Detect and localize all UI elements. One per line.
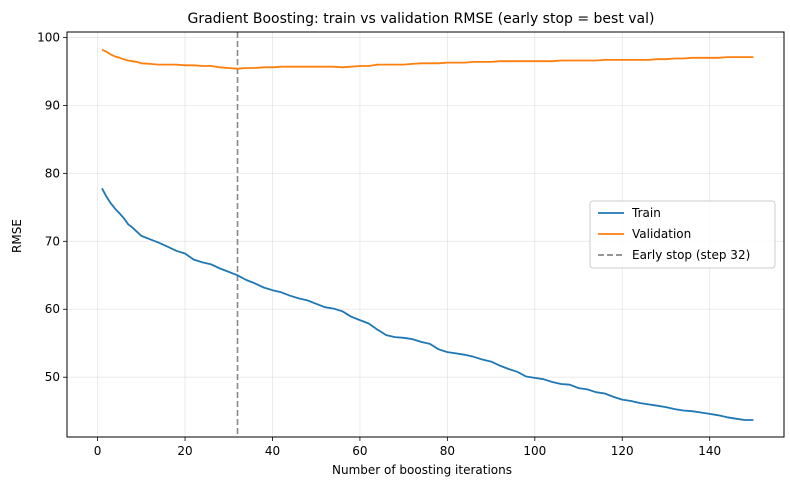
chart-title: Gradient Boosting: train vs validation R… [187,11,654,27]
y-tick-label: 60 [45,302,60,316]
legend-label: Train [631,206,661,220]
x-tick-label: 60 [352,444,367,458]
grid [67,32,784,437]
legend-label: Early stop (step 32) [632,248,750,262]
x-tick-label: 20 [177,444,192,458]
y-tick-label: 70 [45,234,60,248]
x-tick-label: 40 [265,444,280,458]
legend-label: Validation [632,227,691,241]
series-line-train [101,187,754,421]
y-axis-label: RMSE [10,219,24,253]
legend: Train Validation Early stop (step 32) [589,200,776,269]
x-tick-label: 100 [523,444,546,458]
y-tick-label: 80 [45,166,60,180]
x-tick-label: 140 [698,444,721,458]
legend-box [589,200,776,269]
y-tick-label: 90 [45,98,60,112]
y-tick-label: 50 [45,370,60,384]
series-line-validation [101,48,754,70]
x-tick-label: 80 [440,444,455,458]
axis-ticks: 0 20 40 60 80 100 120 140 50 60 70 80 90 100 [37,30,721,458]
x-axis-label: Number of boosting iterations [332,463,512,477]
x-tick-label: 0 [94,444,102,458]
series-layer [101,48,754,421]
y-tick-label: 100 [37,30,60,44]
x-tick-label: 120 [611,444,634,458]
plot-frame [66,31,785,438]
